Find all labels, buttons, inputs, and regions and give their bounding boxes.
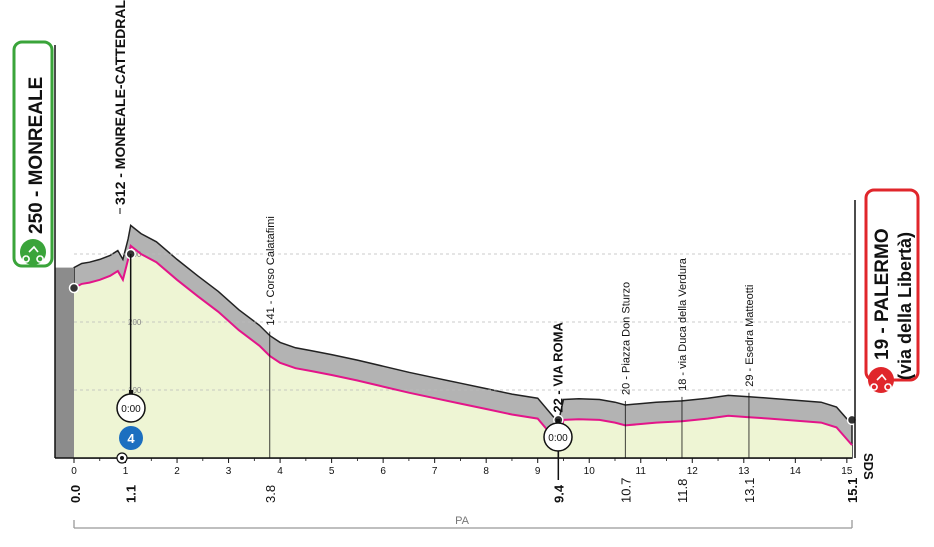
pa-bracket: PA xyxy=(73,515,853,529)
x-tick-label: 12 xyxy=(687,466,699,477)
start-cyclist-icon xyxy=(20,239,46,265)
target-icon xyxy=(116,452,128,464)
location-label: 29 - Esedra Matteotti xyxy=(744,285,756,387)
finish-badge: 19 - PALERMO (via della Libertà) xyxy=(864,188,920,393)
x-tick-label: 9 xyxy=(535,466,541,477)
profile-area: 100200300 xyxy=(55,224,853,459)
climb-category-text: 4 xyxy=(127,431,135,446)
x-tick-label: 15 xyxy=(841,466,853,477)
timer-2: 0:00 xyxy=(543,419,573,452)
start-cyclist-glyph xyxy=(22,245,44,263)
km-label-start: 0.0 xyxy=(68,485,83,503)
location-label: 18 - via Duca della Verdura xyxy=(677,257,689,391)
summit-label: 312 - MONREALE-CATTEDRALE xyxy=(112,0,128,205)
km-label: 11.8 xyxy=(675,479,690,503)
start-badge-text: 250 - MONREALE xyxy=(26,77,47,234)
y-tick-label: 200 xyxy=(128,318,142,327)
x-tick-label: 10 xyxy=(584,466,596,477)
pa-label: PA xyxy=(455,515,470,527)
x-tick-label: 3 xyxy=(226,466,232,477)
location-label: 141 - Corso Calatafimi xyxy=(265,216,277,325)
km-label: 13.1 xyxy=(742,478,757,503)
x-tick-label: 11 xyxy=(636,466,647,477)
timer-2-text: 0:00 xyxy=(548,433,568,444)
sds-label: SDS xyxy=(861,453,876,480)
location-label: 22 - VIA ROMA xyxy=(550,321,565,412)
location-markers: 141 - Corso Calatafimi 22 - VIA ROMA 20 - … xyxy=(68,216,858,480)
x-tick-label: 0 xyxy=(71,466,77,477)
climb-category-badge: 4 xyxy=(119,426,143,450)
finish-cyclist-icon xyxy=(868,367,894,393)
x-tick-label: 8 xyxy=(483,466,489,477)
location-label: 20 - Piazza Don Sturzo xyxy=(620,282,632,395)
x-tick-label: 5 xyxy=(329,466,335,477)
x-tick-label: 1 xyxy=(123,466,129,477)
x-tick-label: 7 xyxy=(432,466,438,477)
finish-badge-line1: 19 - PALERMO xyxy=(872,228,893,360)
timer-1-text: 0:00 xyxy=(121,404,141,415)
km-label: 9.4 xyxy=(551,484,566,503)
timer-1: 0:00 xyxy=(116,390,146,423)
finish-cyclist-glyph xyxy=(870,373,892,391)
profile-fill xyxy=(74,245,852,458)
km-label-finish: 15.1 xyxy=(845,478,860,503)
y-tick-label: 100 xyxy=(128,386,142,395)
start-wall xyxy=(55,267,74,458)
x-tick-label: 6 xyxy=(380,466,386,477)
x-axis-ticks: 0 1 2 3 4 5 6 7 8 9 10 11 12 13 14 15 xyxy=(71,458,853,477)
start-badge: 250 - MONREALE xyxy=(12,40,54,268)
km-label: 10.7 xyxy=(618,478,633,503)
start-dot xyxy=(68,282,80,294)
km-label: 3.8 xyxy=(263,485,278,503)
x-tick-label: 4 xyxy=(277,466,283,477)
km-labels: 0.0 15.1 1.1 3.8 9.4 10.7 11.8 13.1 xyxy=(68,478,860,503)
km-label: 1.1 xyxy=(124,485,139,503)
finish-badge-line2: (via della Libertà) xyxy=(895,232,915,380)
x-tick-label: 14 xyxy=(790,466,802,477)
x-tick-label: 2 xyxy=(174,466,180,477)
x-tick-label: 13 xyxy=(738,466,750,477)
